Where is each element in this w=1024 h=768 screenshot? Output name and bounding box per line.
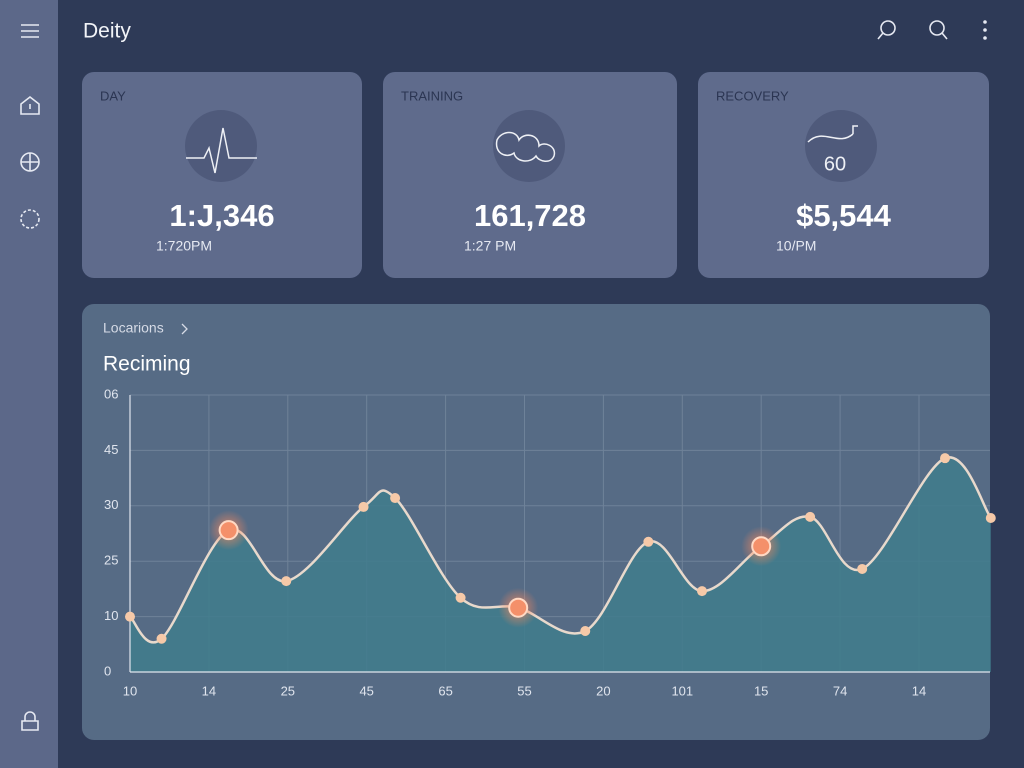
point bbox=[985, 512, 996, 523]
card-icon-text: 60 bbox=[824, 153, 846, 175]
home-icon[interactable] bbox=[20, 95, 40, 115]
card-icon bbox=[186, 127, 257, 174]
settings-icon[interactable] bbox=[20, 209, 40, 229]
search-icon-2[interactable] bbox=[929, 20, 945, 36]
globe-lines bbox=[21, 153, 39, 171]
point bbox=[455, 592, 466, 603]
lock-icon[interactable] bbox=[21, 711, 39, 731]
x-tick-label: 74 bbox=[833, 683, 847, 698]
line bbox=[129, 456, 992, 644]
point bbox=[358, 501, 369, 512]
x-tick-label: 10 bbox=[123, 683, 137, 698]
y-tick-label: 30 bbox=[104, 497, 118, 512]
point bbox=[643, 536, 654, 547]
card-icon-bg bbox=[493, 110, 565, 182]
more-icon[interactable] bbox=[983, 36, 987, 40]
card-icon-bg bbox=[805, 110, 877, 182]
point bbox=[281, 576, 292, 587]
x-tick-label: 55 bbox=[517, 683, 531, 698]
card-icon bbox=[807, 125, 858, 143]
y-tick-label: 0 bbox=[104, 663, 111, 678]
card-value: $5,544 bbox=[796, 198, 892, 233]
card-label: TRAINING bbox=[401, 88, 463, 103]
y-tick-label: 06 bbox=[104, 386, 118, 401]
x-tick-label: 15 bbox=[754, 683, 768, 698]
x-tick-label: 20 bbox=[596, 683, 610, 698]
sidebar bbox=[0, 0, 58, 768]
point bbox=[805, 511, 816, 522]
highlight-point bbox=[508, 597, 529, 618]
card-label: RECOVERY bbox=[716, 88, 789, 103]
y-tick-label: 45 bbox=[104, 442, 118, 457]
card-label: DAY bbox=[100, 88, 126, 103]
point bbox=[390, 493, 401, 504]
point bbox=[697, 586, 708, 597]
card-icon-bg bbox=[185, 110, 257, 182]
point bbox=[156, 633, 167, 644]
point bbox=[580, 626, 591, 637]
y-tick-label: 25 bbox=[104, 553, 118, 568]
search-icon-1[interactable] bbox=[880, 20, 896, 36]
x-tick-label: 45 bbox=[359, 683, 373, 698]
chart-title: Reciming bbox=[103, 353, 191, 376]
breadcrumb[interactable]: Locarions bbox=[103, 320, 164, 336]
card-sub: 10/PM bbox=[776, 238, 816, 254]
point bbox=[857, 563, 868, 574]
highlight-point bbox=[751, 536, 772, 557]
card-value: 161,728 bbox=[474, 198, 586, 233]
x-tick-label: 65 bbox=[438, 683, 452, 698]
x-tick-label: 14 bbox=[912, 683, 926, 698]
y-tick-label: 10 bbox=[104, 608, 118, 623]
card-sub: 1:27 PM bbox=[464, 238, 516, 254]
card-icon bbox=[495, 131, 556, 162]
app-title: Deity bbox=[83, 20, 131, 43]
area bbox=[130, 457, 991, 672]
menu-icon[interactable] bbox=[21, 24, 39, 38]
x-tick-label: 14 bbox=[202, 683, 216, 698]
breadcrumb-chevron bbox=[181, 323, 188, 335]
highlight-point bbox=[218, 520, 239, 541]
card-value: 1:J,346 bbox=[169, 198, 274, 233]
point bbox=[940, 453, 951, 464]
card-sub: 1:720PM bbox=[156, 238, 212, 254]
point bbox=[125, 611, 135, 622]
x-tick-label: 25 bbox=[281, 683, 295, 698]
x-tick-label: 101 bbox=[671, 683, 693, 698]
